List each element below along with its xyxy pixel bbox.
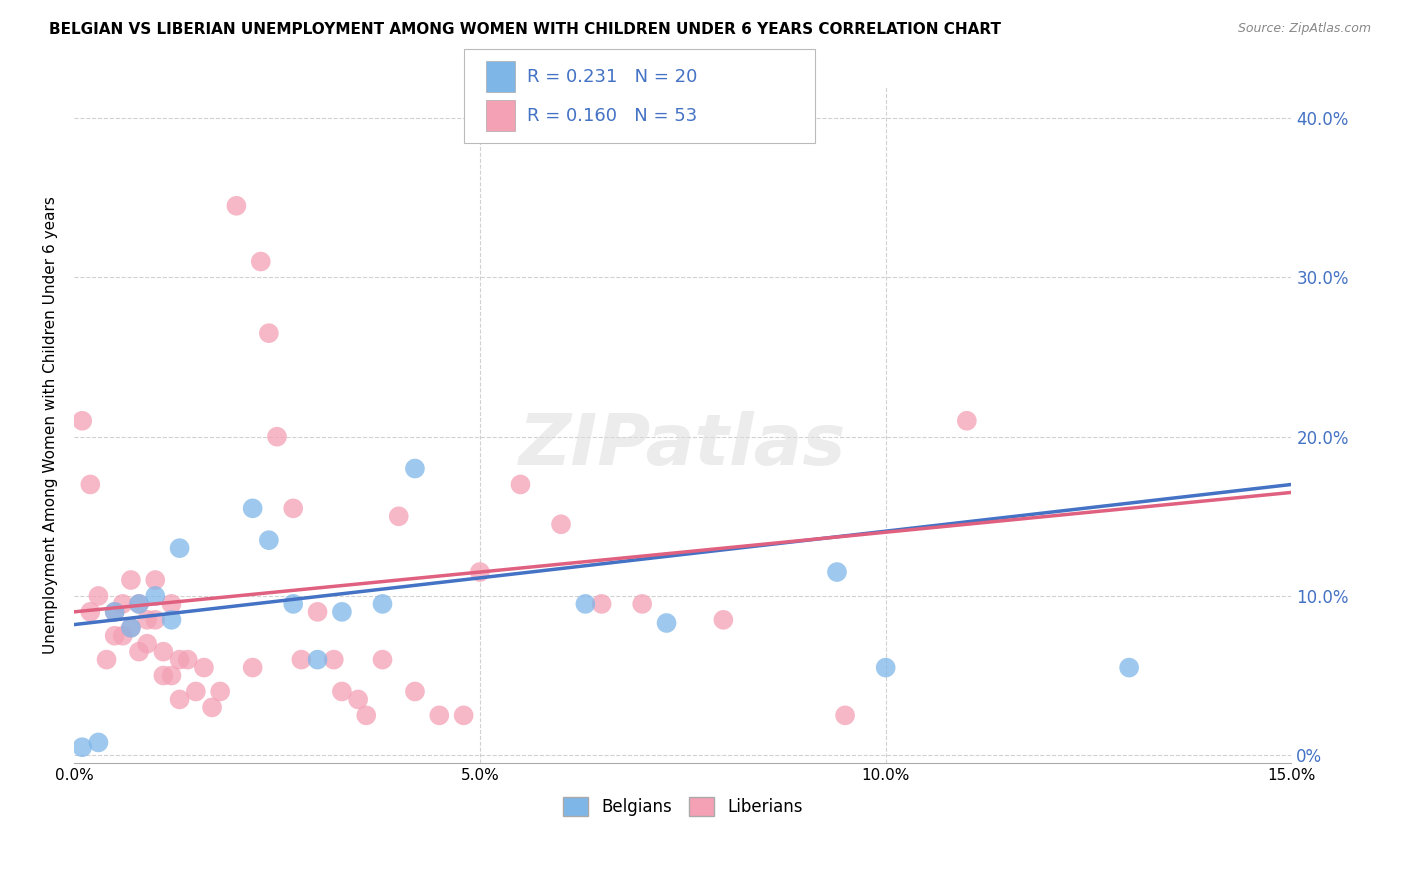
Point <box>249 254 271 268</box>
Point <box>79 477 101 491</box>
Text: Source: ZipAtlas.com: Source: ZipAtlas.com <box>1237 22 1371 36</box>
Point <box>152 668 174 682</box>
Point <box>104 605 127 619</box>
Point <box>160 613 183 627</box>
Point <box>184 684 207 698</box>
Point <box>152 645 174 659</box>
Point <box>388 509 411 524</box>
Point <box>96 652 118 666</box>
Point <box>169 652 191 666</box>
Point <box>257 533 280 548</box>
Point <box>143 589 166 603</box>
Point <box>290 652 312 666</box>
Point <box>711 613 734 627</box>
Point <box>70 414 93 428</box>
Point <box>307 605 329 619</box>
Point <box>330 684 353 698</box>
Point <box>825 565 848 579</box>
Point <box>453 708 475 723</box>
Point <box>111 629 134 643</box>
Point <box>875 660 897 674</box>
Point <box>1118 660 1140 674</box>
Point <box>70 740 93 755</box>
Point <box>79 605 101 619</box>
Point <box>143 573 166 587</box>
Point <box>371 652 394 666</box>
Point <box>120 621 142 635</box>
Point <box>242 660 264 674</box>
Point <box>169 692 191 706</box>
Point <box>509 477 531 491</box>
Point <box>104 605 127 619</box>
Point <box>330 605 353 619</box>
Point <box>266 430 288 444</box>
Point <box>404 684 426 698</box>
Point <box>550 517 572 532</box>
Point <box>128 645 150 659</box>
Point <box>160 668 183 682</box>
Point <box>136 637 159 651</box>
Point <box>354 708 377 723</box>
Point <box>631 597 654 611</box>
Point <box>128 597 150 611</box>
Point <box>143 613 166 627</box>
Point <box>120 573 142 587</box>
Point <box>193 660 215 674</box>
Point <box>347 692 370 706</box>
Point <box>225 199 247 213</box>
Point <box>427 708 450 723</box>
Point <box>591 597 613 611</box>
Point <box>283 501 305 516</box>
Y-axis label: Unemployment Among Women with Children Under 6 years: Unemployment Among Women with Children U… <box>44 196 58 654</box>
Point <box>574 597 596 611</box>
Point <box>404 461 426 475</box>
Point <box>283 597 305 611</box>
Point <box>322 652 344 666</box>
Point <box>468 565 491 579</box>
Point <box>956 414 979 428</box>
Text: R = 0.160   N = 53: R = 0.160 N = 53 <box>527 106 697 125</box>
Legend: Belgians, Liberians: Belgians, Liberians <box>557 790 810 822</box>
Text: ZIPatlas: ZIPatlas <box>519 410 846 480</box>
Point <box>307 652 329 666</box>
Text: R = 0.231   N = 20: R = 0.231 N = 20 <box>527 68 697 86</box>
Point <box>209 684 232 698</box>
Point <box>257 326 280 341</box>
Point <box>655 615 678 630</box>
Point <box>177 652 200 666</box>
Point <box>371 597 394 611</box>
Point <box>120 621 142 635</box>
Point <box>87 589 110 603</box>
Point <box>834 708 856 723</box>
Point <box>87 735 110 749</box>
Point <box>111 597 134 611</box>
Point <box>160 597 183 611</box>
Point <box>242 501 264 516</box>
Point <box>128 597 150 611</box>
Point <box>104 629 127 643</box>
Point <box>169 541 191 556</box>
Point <box>136 613 159 627</box>
Point <box>201 700 224 714</box>
Text: BELGIAN VS LIBERIAN UNEMPLOYMENT AMONG WOMEN WITH CHILDREN UNDER 6 YEARS CORRELA: BELGIAN VS LIBERIAN UNEMPLOYMENT AMONG W… <box>49 22 1001 37</box>
